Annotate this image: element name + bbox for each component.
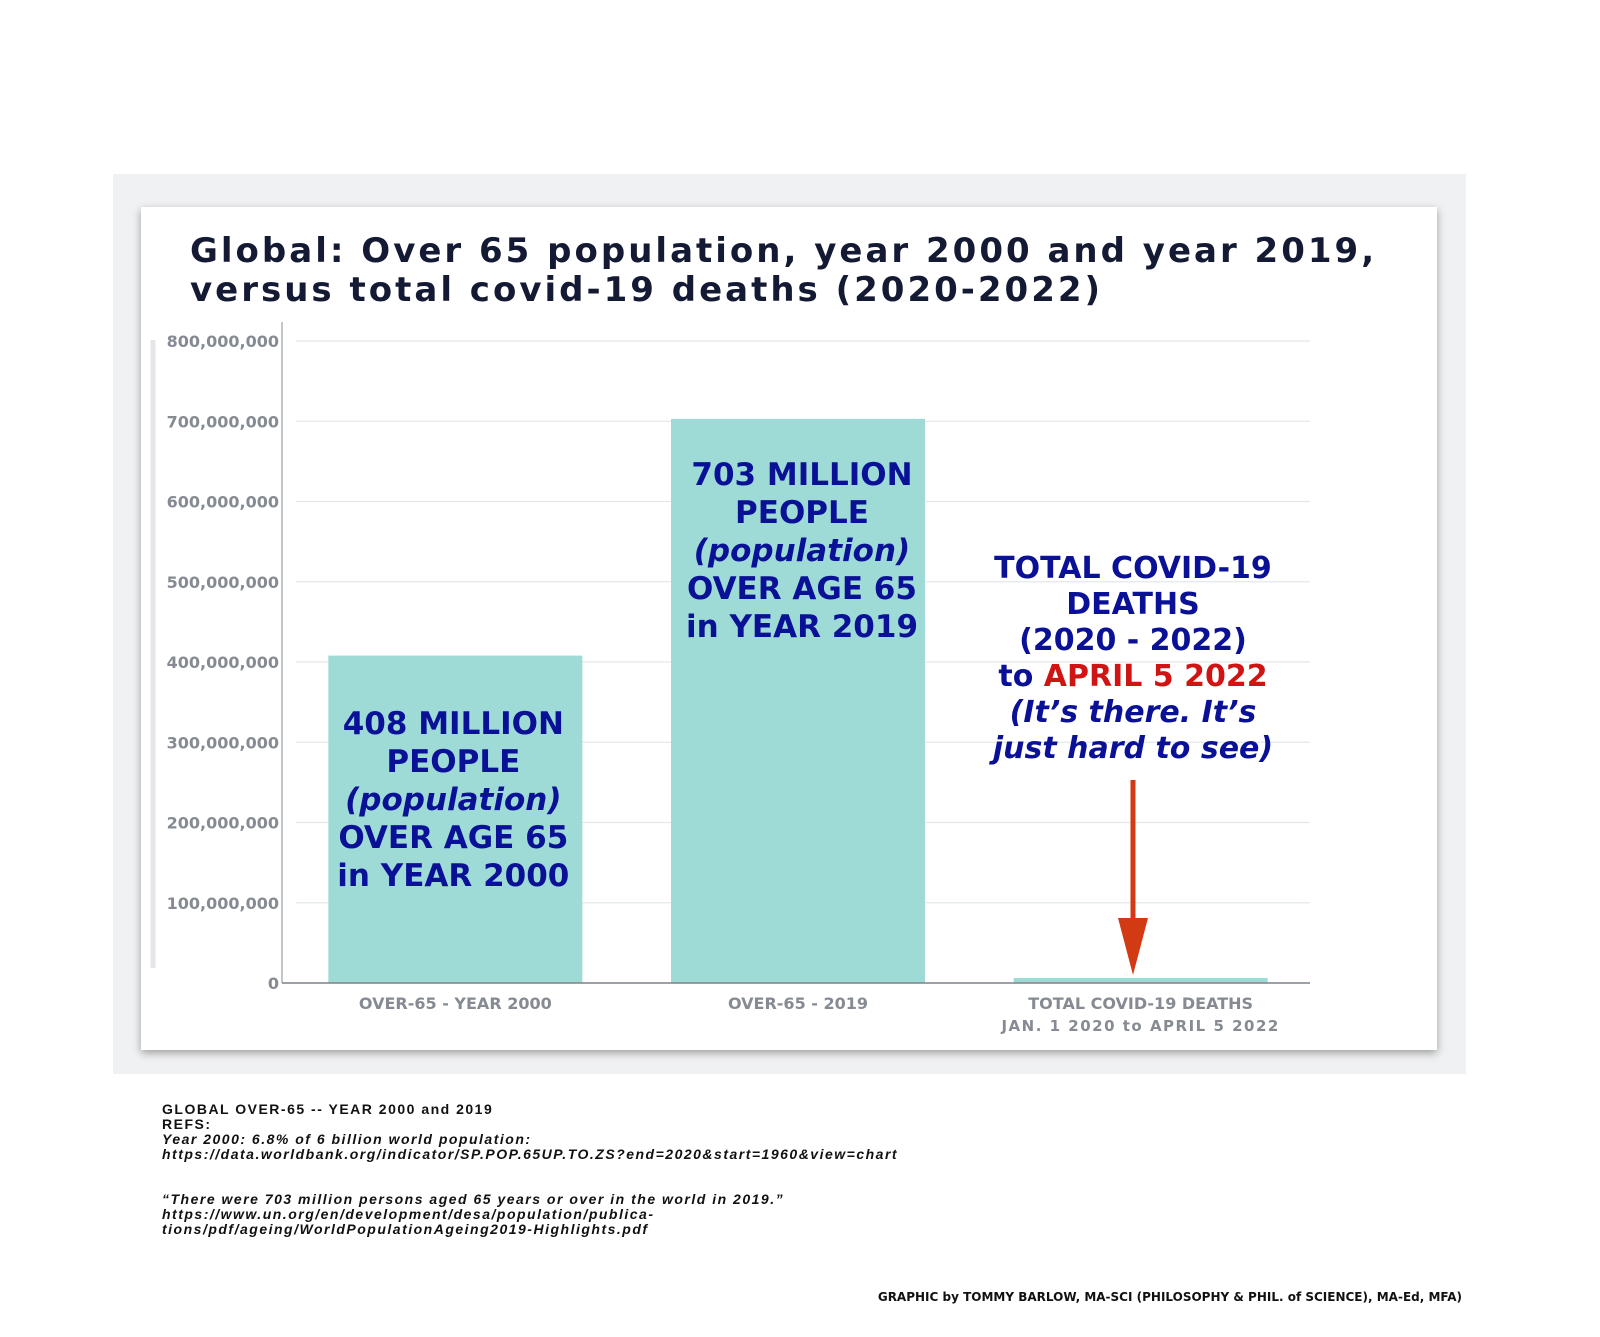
bar-2-annotation-line: in YEAR 2019 bbox=[686, 609, 918, 645]
chart-title-line-1: Global: Over 65 population, year 2000 an… bbox=[190, 231, 1378, 271]
y-tick-label: 800,000,000 bbox=[167, 332, 279, 351]
y-tick-label: 400,000,000 bbox=[167, 653, 279, 672]
refs-heading: GLOBAL OVER-65 -- YEAR 2000 and 2019 bbox=[162, 1101, 494, 1117]
x-tick-label: JAN. 1 2020 to APRIL 5 2022 bbox=[1000, 1017, 1279, 1035]
x-tick-label: OVER-65 - 2019 bbox=[728, 994, 868, 1013]
bar bbox=[1013, 978, 1268, 983]
covid-annotation-line: (2020 - 2022) bbox=[1019, 623, 1247, 658]
x-tick-label: OVER-65 - YEAR 2000 bbox=[359, 994, 552, 1013]
bar bbox=[671, 418, 925, 983]
covid-annotation-italic-line: just hard to see) bbox=[989, 731, 1273, 766]
refs-spacer bbox=[162, 1162, 898, 1192]
y-tick-label: 100,000,000 bbox=[167, 894, 279, 913]
bar-1-annotation-line: PEOPLE bbox=[386, 744, 520, 780]
chart-title-line-2: versus total covid-19 deaths (2020-2022) bbox=[190, 270, 1104, 310]
arrow-head bbox=[1118, 918, 1148, 975]
y-tick-label: 0 bbox=[268, 974, 279, 993]
bar-2-annotation-line: PEOPLE bbox=[735, 495, 869, 531]
graphic-credit: GRAPHIC by TOMMY BARLOW, MA-SCI (PHILOSO… bbox=[877, 1290, 1462, 1304]
covid-annotation-line: TOTAL COVID-19 bbox=[994, 551, 1272, 586]
bar-1-annotation-line: in YEAR 2000 bbox=[337, 858, 569, 894]
covid-annotation-date-line: to APRIL 5 2022 bbox=[998, 659, 1267, 694]
y-tick-label: 300,000,000 bbox=[167, 733, 279, 752]
bar-2-annotation-line: OVER AGE 65 bbox=[687, 571, 917, 607]
refs-worldbank-url: https://data.worldbank.org/indicator/SP.… bbox=[162, 1146, 899, 1162]
bar-1-annotation-line: (population) bbox=[345, 782, 561, 818]
refs-label: REFS: bbox=[162, 1116, 212, 1132]
refs-year-2000-note: Year 2000: 6.8% of 6 billion world popul… bbox=[162, 1131, 532, 1147]
covid-annotation-to: to bbox=[998, 659, 1043, 694]
bar-2-annotation-line: (population) bbox=[694, 533, 910, 569]
y-tick-label: 600,000,000 bbox=[167, 493, 279, 512]
refs-un-quote: “There were 703 million persons aged 65 … bbox=[162, 1191, 785, 1207]
covid-annotation-highlight-date: APRIL 5 2022 bbox=[1044, 659, 1268, 694]
bar-1-annotation-line: OVER AGE 65 bbox=[338, 820, 568, 856]
bar bbox=[328, 655, 583, 983]
bar-2-annotation-line: 703 MILLION bbox=[691, 457, 912, 493]
bar-1-annotation-line: 408 MILLION bbox=[343, 706, 564, 742]
references-block: GLOBAL OVER-65 -- YEAR 2000 and 2019 REF… bbox=[162, 1102, 898, 1237]
y-tick-label: 700,000,000 bbox=[167, 412, 279, 431]
x-tick-label: TOTAL COVID-19 DEATHS bbox=[1028, 994, 1253, 1013]
y-tick-label: 200,000,000 bbox=[167, 814, 279, 833]
covid-annotation-line: DEATHS bbox=[1066, 587, 1199, 622]
y-tick-label: 500,000,000 bbox=[167, 573, 279, 592]
chart-title: Global: Over 65 population, year 2000 an… bbox=[190, 232, 1377, 310]
refs-un-url-part-1: https://www.un.org/en/development/desa/p… bbox=[162, 1206, 655, 1222]
covid-annotation-italic-line: (It’s there. It’s bbox=[1010, 695, 1257, 730]
refs-un-url-part-2: tions/pdf/ageing/WorldPopulationAgeing20… bbox=[162, 1221, 649, 1237]
